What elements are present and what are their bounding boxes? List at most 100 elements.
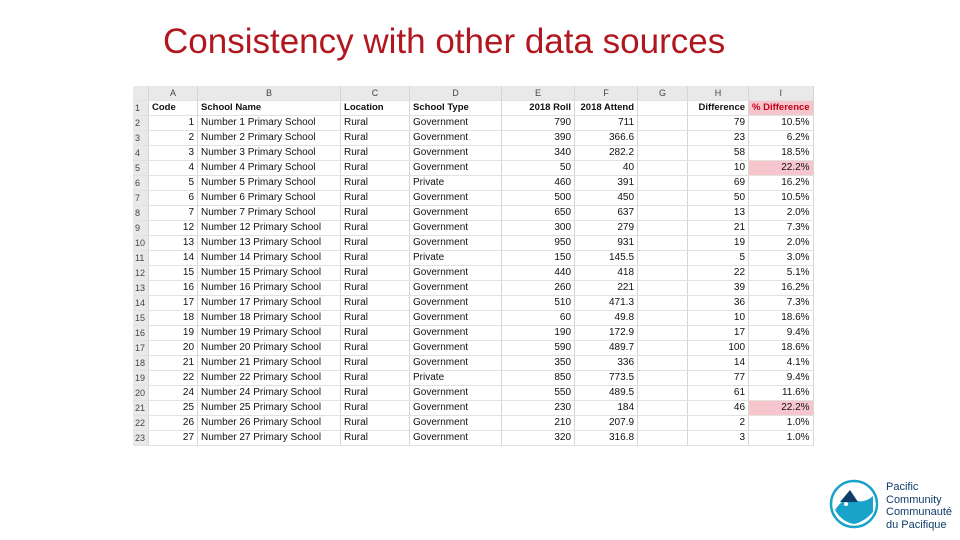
cell-school-name[interactable]: Number 6 Primary School bbox=[197, 190, 342, 206]
cell-difference[interactable]: 58 bbox=[687, 145, 750, 161]
column-header[interactable]: D bbox=[409, 86, 503, 101]
cell-location[interactable]: Rural bbox=[340, 220, 411, 236]
cell-code[interactable]: 4 bbox=[148, 160, 199, 176]
row-number[interactable]: 14 bbox=[133, 295, 150, 311]
cell-location[interactable]: Rural bbox=[340, 430, 411, 446]
cell-difference[interactable]: 100 bbox=[687, 340, 750, 356]
cell-attend[interactable]: 489.5 bbox=[574, 385, 639, 401]
cell-code[interactable]: 16 bbox=[148, 280, 199, 296]
cell-roll[interactable]: 350 bbox=[501, 355, 576, 371]
cell-location[interactable]: Rural bbox=[340, 175, 411, 191]
cell-attend[interactable]: 931 bbox=[574, 235, 639, 251]
cell-attend[interactable]: 711 bbox=[574, 115, 639, 131]
cell-roll[interactable]: 550 bbox=[501, 385, 576, 401]
header-school-type[interactable]: School Type bbox=[409, 100, 503, 116]
cell-location[interactable]: Rural bbox=[340, 355, 411, 371]
cell-attend[interactable]: 450 bbox=[574, 190, 639, 206]
cell-school-type[interactable]: Government bbox=[409, 295, 503, 311]
row-number[interactable]: 5 bbox=[133, 160, 150, 176]
cell-percent-difference[interactable]: 7.3% bbox=[748, 295, 814, 311]
cell-difference[interactable]: 50 bbox=[687, 190, 750, 206]
cell-percent-difference[interactable]: 10.5% bbox=[748, 190, 814, 206]
cell-roll[interactable]: 60 bbox=[501, 310, 576, 326]
cell-empty[interactable] bbox=[637, 355, 689, 371]
cell-empty[interactable] bbox=[637, 205, 689, 221]
cell-roll[interactable]: 50 bbox=[501, 160, 576, 176]
cell-code[interactable]: 2 bbox=[148, 130, 199, 146]
cell-percent-difference[interactable]: 16.2% bbox=[748, 175, 814, 191]
cell-attend[interactable]: 282.2 bbox=[574, 145, 639, 161]
cell-empty[interactable] bbox=[637, 295, 689, 311]
cell-difference[interactable]: 13 bbox=[687, 205, 750, 221]
cell-difference[interactable]: 36 bbox=[687, 295, 750, 311]
cell-school-name[interactable]: Number 5 Primary School bbox=[197, 175, 342, 191]
cell-code[interactable]: 25 bbox=[148, 400, 199, 416]
row-number[interactable]: 6 bbox=[133, 175, 150, 191]
cell-empty[interactable] bbox=[637, 325, 689, 341]
cell-school-type[interactable]: Government bbox=[409, 190, 503, 206]
cell-school-type[interactable]: Private bbox=[409, 370, 503, 386]
cell-roll[interactable]: 210 bbox=[501, 415, 576, 431]
cell-attend[interactable]: 773.5 bbox=[574, 370, 639, 386]
cell-code[interactable]: 24 bbox=[148, 385, 199, 401]
cell-empty[interactable] bbox=[637, 145, 689, 161]
cell-code[interactable]: 14 bbox=[148, 250, 199, 266]
row-number[interactable]: 21 bbox=[133, 400, 150, 416]
column-header[interactable]: I bbox=[748, 86, 814, 101]
cell-roll[interactable]: 790 bbox=[501, 115, 576, 131]
cell-school-name[interactable]: Number 3 Primary School bbox=[197, 145, 342, 161]
row-number[interactable]: 18 bbox=[133, 355, 150, 371]
cell-location[interactable]: Rural bbox=[340, 340, 411, 356]
cell-school-name[interactable]: Number 2 Primary School bbox=[197, 130, 342, 146]
cell-difference[interactable]: 19 bbox=[687, 235, 750, 251]
cell-percent-difference[interactable]: 2.0% bbox=[748, 205, 814, 221]
cell-empty[interactable] bbox=[637, 265, 689, 281]
cell-location[interactable]: Rural bbox=[340, 190, 411, 206]
cell-attend[interactable]: 316.8 bbox=[574, 430, 639, 446]
column-header[interactable]: C bbox=[340, 86, 411, 101]
cell-roll[interactable]: 500 bbox=[501, 190, 576, 206]
header-percent-difference[interactable]: % Difference bbox=[748, 100, 814, 116]
cell-roll[interactable]: 950 bbox=[501, 235, 576, 251]
cell-empty[interactable] bbox=[637, 385, 689, 401]
cell-code[interactable]: 7 bbox=[148, 205, 199, 221]
cell-code[interactable]: 22 bbox=[148, 370, 199, 386]
row-number[interactable]: 12 bbox=[133, 265, 150, 281]
cell-roll[interactable]: 390 bbox=[501, 130, 576, 146]
cell-code[interactable]: 26 bbox=[148, 415, 199, 431]
cell-school-type[interactable]: Government bbox=[409, 400, 503, 416]
cell-empty[interactable] bbox=[637, 235, 689, 251]
cell-percent-difference[interactable]: 1.0% bbox=[748, 430, 814, 446]
cell-roll[interactable]: 510 bbox=[501, 295, 576, 311]
cell-difference[interactable]: 69 bbox=[687, 175, 750, 191]
row-number[interactable]: 22 bbox=[133, 415, 150, 431]
cell-empty[interactable] bbox=[637, 190, 689, 206]
cell-roll[interactable]: 440 bbox=[501, 265, 576, 281]
cell-school-name[interactable]: Number 15 Primary School bbox=[197, 265, 342, 281]
cell-empty[interactable] bbox=[637, 310, 689, 326]
cell-school-type[interactable]: Government bbox=[409, 160, 503, 176]
cell-empty[interactable] bbox=[637, 430, 689, 446]
cell-empty[interactable] bbox=[637, 400, 689, 416]
cell-difference[interactable]: 61 bbox=[687, 385, 750, 401]
cell-percent-difference[interactable]: 18.6% bbox=[748, 340, 814, 356]
cell-roll[interactable]: 230 bbox=[501, 400, 576, 416]
row-number[interactable]: 15 bbox=[133, 310, 150, 326]
cell-attend[interactable]: 145.5 bbox=[574, 250, 639, 266]
cell-percent-difference[interactable]: 4.1% bbox=[748, 355, 814, 371]
cell-percent-difference[interactable]: 16.2% bbox=[748, 280, 814, 296]
row-number[interactable]: 1 bbox=[133, 100, 150, 116]
cell-difference[interactable]: 77 bbox=[687, 370, 750, 386]
cell-school-name[interactable]: Number 20 Primary School bbox=[197, 340, 342, 356]
header-2018-roll[interactable]: 2018 Roll bbox=[501, 100, 576, 116]
cell-empty[interactable] bbox=[637, 130, 689, 146]
cell-attend[interactable]: 40 bbox=[574, 160, 639, 176]
row-number[interactable]: 8 bbox=[133, 205, 150, 221]
cell-roll[interactable]: 590 bbox=[501, 340, 576, 356]
cell-percent-difference[interactable]: 2.0% bbox=[748, 235, 814, 251]
header-location[interactable]: Location bbox=[340, 100, 411, 116]
cell-school-name[interactable]: Number 22 Primary School bbox=[197, 370, 342, 386]
cell-location[interactable]: Rural bbox=[340, 250, 411, 266]
cell-school-type[interactable]: Government bbox=[409, 340, 503, 356]
cell-attend[interactable]: 221 bbox=[574, 280, 639, 296]
